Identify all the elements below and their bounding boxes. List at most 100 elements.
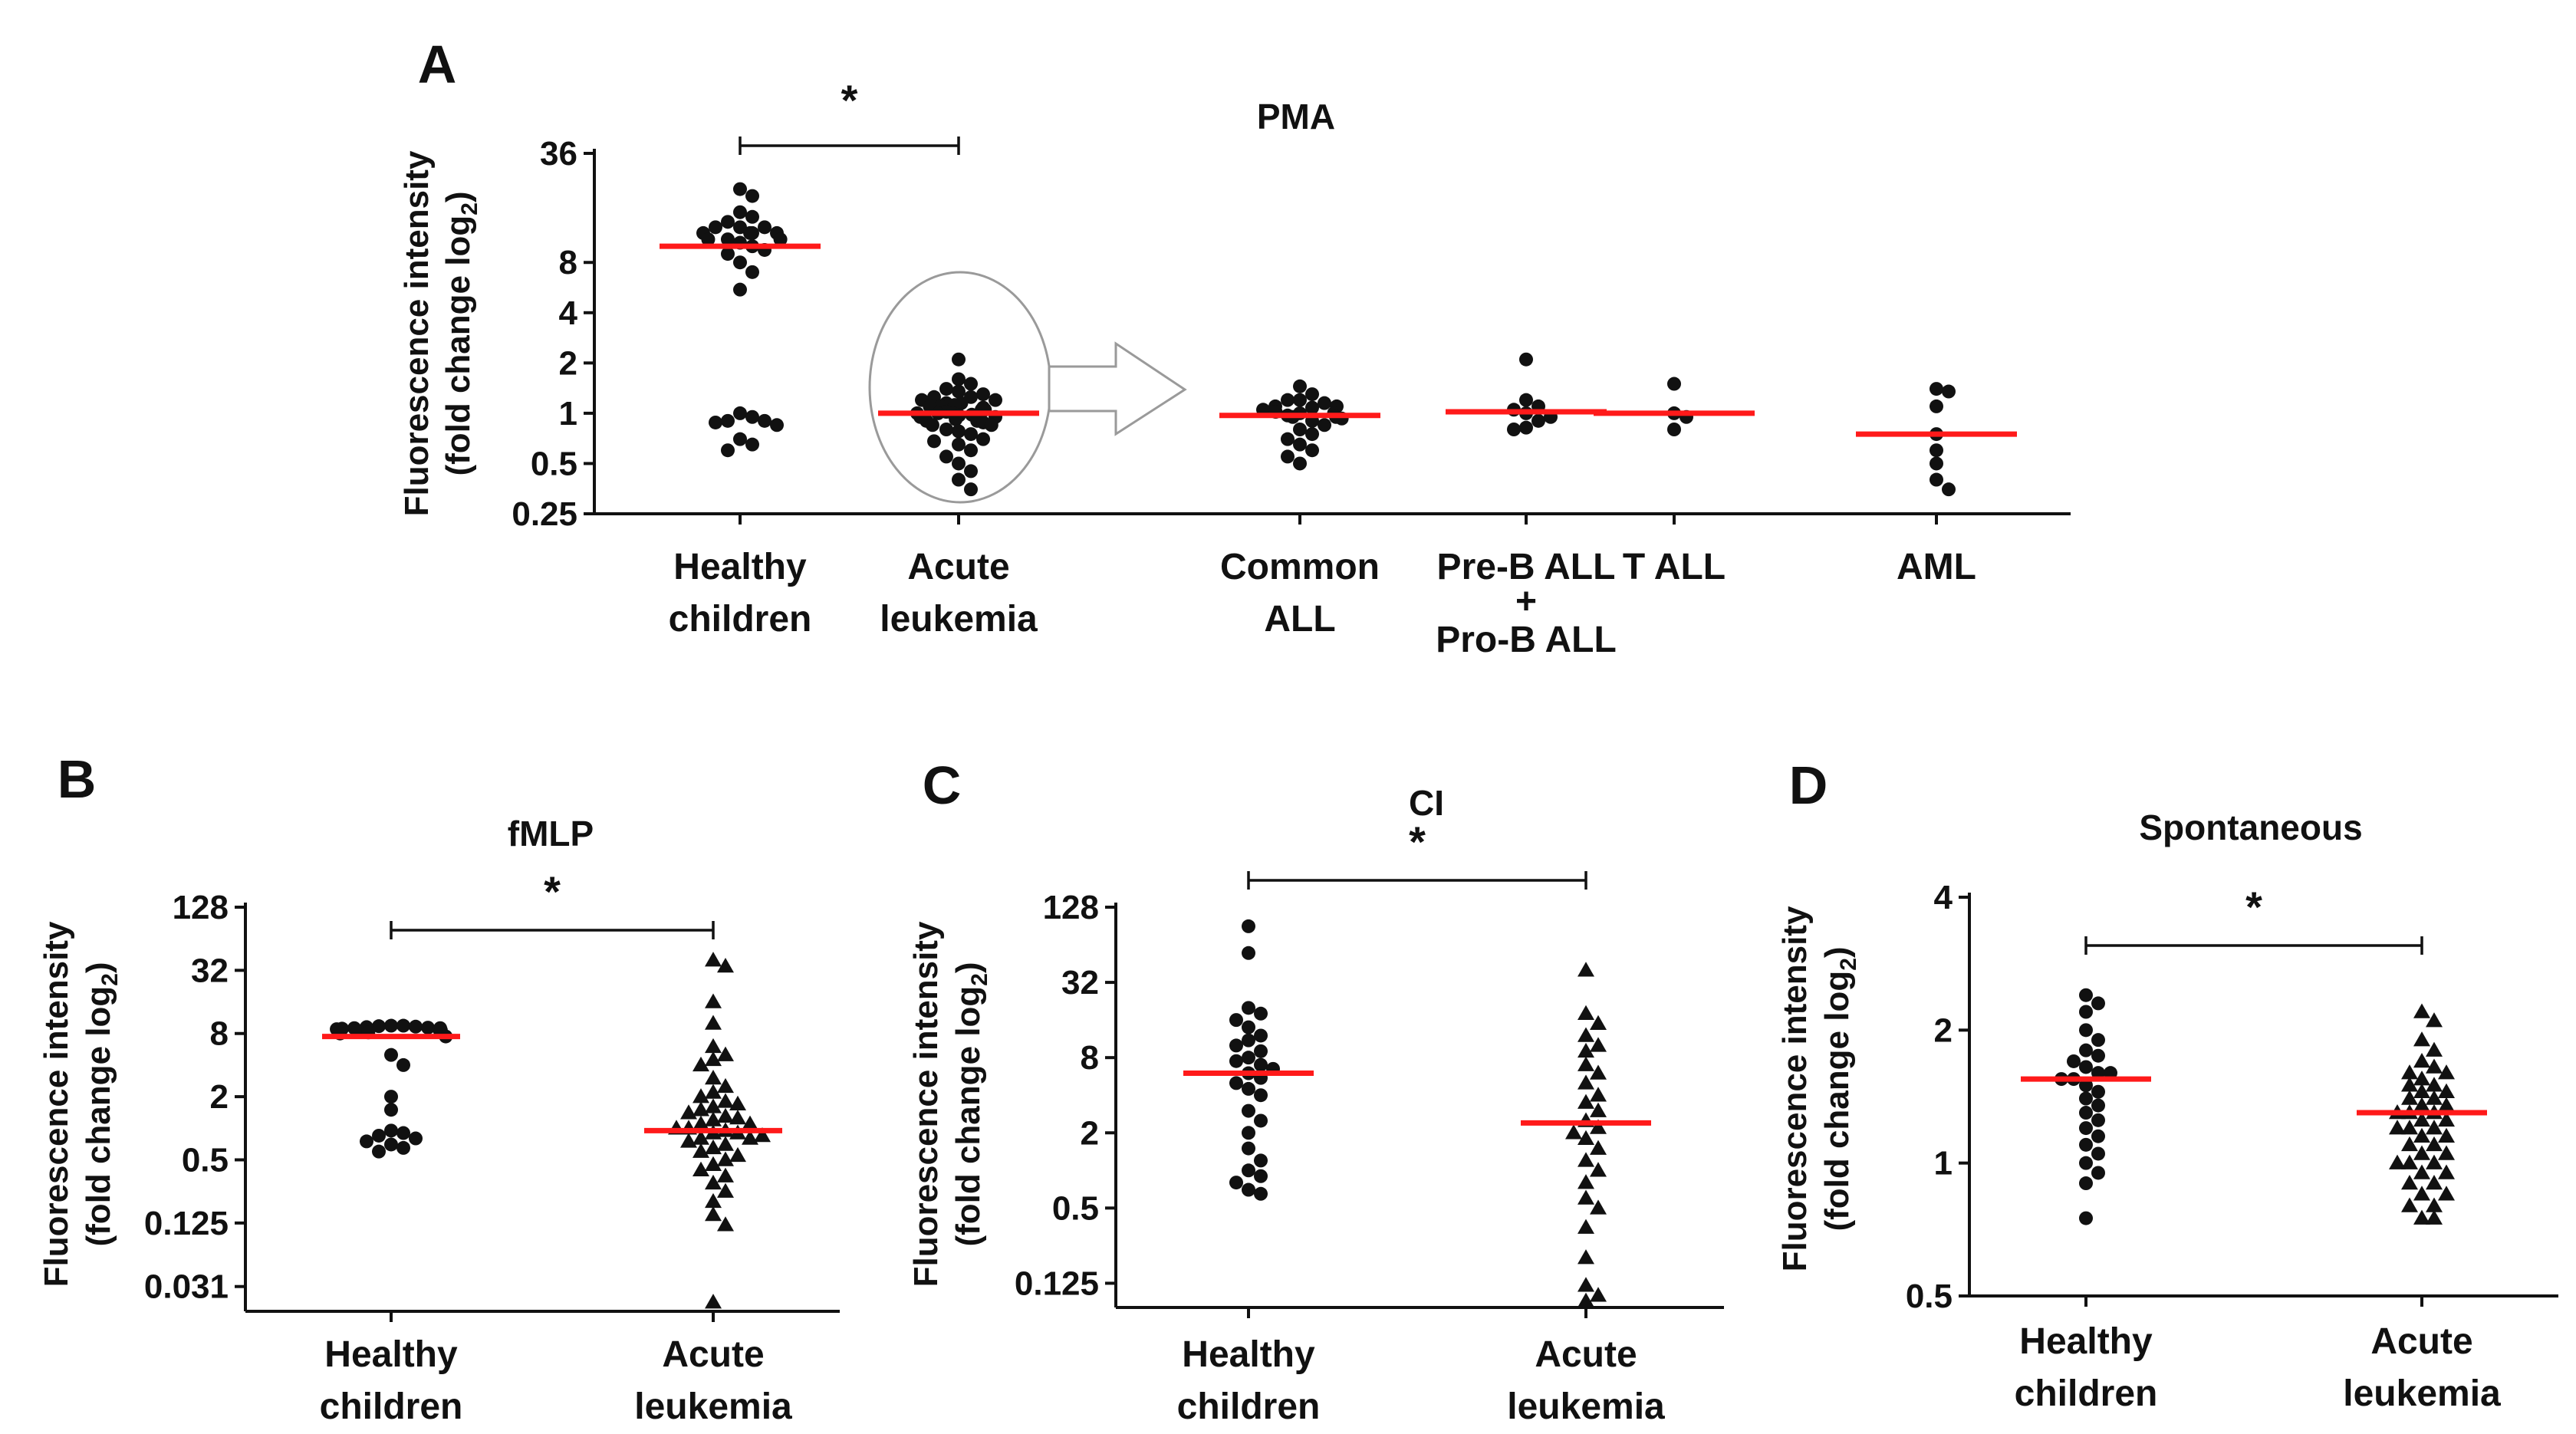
y-tick-label: 2 — [559, 344, 577, 382]
data-point — [1578, 1277, 1594, 1292]
data-point — [1578, 1027, 1594, 1042]
series-1 — [644, 952, 782, 1309]
data-point — [705, 1294, 722, 1309]
data-point — [1254, 1186, 1268, 1201]
data-point — [939, 382, 953, 396]
y-axis-label-line2: (fold change log2) — [439, 191, 482, 475]
data-point — [1229, 1038, 1243, 1053]
data-point — [1578, 1292, 1594, 1307]
x-tick-label: children — [2015, 1373, 2158, 1414]
data-point — [705, 1174, 722, 1190]
data-point — [1293, 437, 1307, 452]
data-point — [360, 1134, 373, 1149]
x-tick-label: Pro-B ALL — [1436, 620, 1617, 660]
data-point — [1293, 422, 1307, 436]
data-point — [2079, 1121, 2093, 1136]
data-point — [989, 393, 1002, 407]
data-point — [384, 1103, 398, 1117]
series-1 — [2357, 1003, 2487, 1225]
data-point — [2091, 1048, 2105, 1063]
data-point — [721, 247, 735, 261]
data-point — [976, 432, 990, 446]
data-point — [2438, 1145, 2455, 1160]
y-axis-label-line2: (fold change log2) — [1818, 946, 1861, 1231]
data-point — [2438, 1097, 2455, 1112]
x-tick-label: Acute — [907, 547, 1009, 587]
data-point — [396, 1057, 410, 1072]
data-point — [733, 282, 747, 297]
data-point — [770, 418, 784, 433]
x-tick-label: Healthy — [324, 1334, 458, 1375]
data-point — [2401, 1197, 2418, 1212]
x-tick-label: children — [669, 599, 812, 640]
data-point — [1305, 400, 1319, 415]
data-point — [2067, 1054, 2081, 1068]
data-point — [1254, 1006, 1268, 1021]
y-tick-label: 0.125 — [1015, 1265, 1099, 1302]
data-point — [705, 1038, 722, 1054]
data-point — [693, 1115, 709, 1130]
data-point — [717, 1136, 734, 1151]
series-1 — [878, 352, 1039, 497]
y-tick-label: 8 — [559, 244, 577, 281]
data-point — [384, 1018, 398, 1033]
data-point — [1242, 1081, 1255, 1096]
y-axis-label-line2: (fold change log2) — [949, 962, 992, 1246]
x-tick-label: Pre-B ALL — [1437, 547, 1616, 587]
data-point — [2079, 988, 2093, 1002]
data-point — [952, 437, 966, 452]
data-point — [925, 418, 939, 433]
data-point — [1590, 1087, 1607, 1102]
data-point — [717, 1167, 734, 1182]
y-axis-label-line1: Fluorescence intensity — [1776, 906, 1814, 1271]
x-tick-label: + — [1515, 581, 1537, 622]
data-point — [384, 1123, 398, 1138]
y-tick-label: 32 — [191, 952, 229, 989]
data-point — [2438, 1164, 2455, 1179]
significance-star: * — [841, 76, 858, 124]
data-point — [1242, 946, 1255, 960]
data-point — [705, 1084, 722, 1099]
data-point — [709, 220, 722, 235]
data-point — [705, 1111, 722, 1126]
y-tick-label: 128 — [173, 889, 229, 926]
y-tick-label: 1 — [559, 395, 577, 433]
data-point — [1242, 1103, 1255, 1118]
data-point — [1930, 443, 1943, 458]
x-tick-label: Acute — [2370, 1321, 2472, 1362]
panel-letter: B — [58, 749, 97, 809]
data-point — [1590, 1037, 1607, 1052]
data-point — [1590, 1119, 1607, 1134]
data-point — [2091, 1146, 2105, 1161]
y-tick-label: 4 — [559, 294, 578, 332]
data-point — [717, 1046, 734, 1061]
data-point — [2091, 1098, 2105, 1113]
x-tick-label: T ALL — [1623, 547, 1726, 587]
y-tick-label: 0.5 — [182, 1141, 229, 1179]
significance-star: * — [2245, 883, 2262, 931]
x-tick-label: leukemia — [1507, 1386, 1665, 1427]
x-tick-label: ALL — [1264, 599, 1335, 640]
data-point — [2079, 1156, 2093, 1170]
y-tick-label: 0.5 — [531, 445, 577, 482]
data-point — [745, 437, 759, 452]
series-4 — [1594, 377, 1755, 436]
data-point — [705, 1192, 722, 1209]
y-tick-label: 128 — [1043, 889, 1099, 926]
data-point — [733, 220, 747, 235]
data-point — [2438, 1111, 2455, 1127]
data-point — [693, 1088, 709, 1103]
x-tick-label: Acute — [662, 1334, 764, 1375]
data-point — [1578, 1094, 1594, 1109]
data-point — [1578, 1152, 1594, 1167]
data-point — [2401, 1090, 2418, 1105]
y-axis-label-line1: Fluorescence intensity — [398, 150, 436, 516]
data-point — [976, 387, 990, 402]
data-point — [758, 413, 771, 428]
y-tick-label: 8 — [1081, 1039, 1099, 1077]
y-tick-label: 2 — [1934, 1011, 1953, 1049]
data-point — [2413, 1209, 2430, 1225]
data-point — [384, 1137, 398, 1152]
data-point — [733, 432, 747, 446]
data-point — [680, 1104, 697, 1120]
